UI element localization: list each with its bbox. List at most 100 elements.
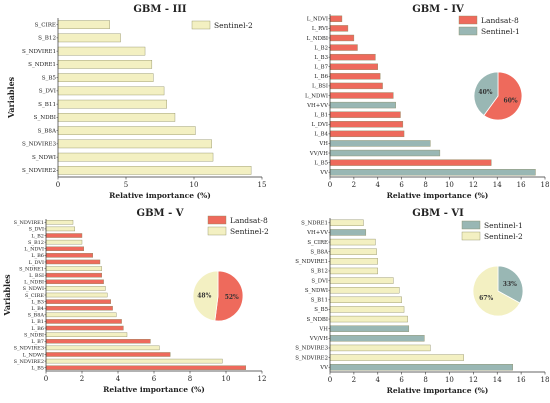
legend-swatch: [458, 26, 478, 36]
category-label: L_B7: [314, 65, 328, 71]
x-tick-label: 2: [352, 376, 356, 384]
x-tick-label: 18: [541, 181, 550, 189]
panel-title: GBM - III: [133, 4, 187, 15]
x-tick-label: 10: [222, 375, 231, 383]
bar: [45, 325, 124, 331]
category-label: L_B4: [314, 132, 328, 138]
category-label: L_DVI: [311, 122, 328, 128]
pie-slice: [472, 265, 521, 317]
bar: [45, 332, 128, 337]
category-label: L_NDVI: [24, 247, 44, 253]
category-label: VV/VH: [309, 336, 328, 342]
x-tick-label: 6: [399, 181, 404, 189]
category-label: L_B6: [31, 326, 44, 332]
bar: [45, 259, 101, 265]
panel-title: GBM - V: [137, 208, 184, 219]
category-label: S_B12: [311, 269, 328, 275]
x-tick-label: 18: [541, 376, 550, 384]
x-axis-label: Relative importance (%): [103, 385, 205, 394]
x-tick-label: 12: [469, 376, 478, 384]
chart-panel-gbm6: GBM - VI VV S_NDVIRE2 S_NDVIRE3 VV/VH VH S_NDB…: [295, 208, 549, 395]
pie-slice-label: 52%: [225, 294, 239, 301]
legend-swatch: [458, 15, 478, 25]
category-label: S_B8A: [38, 128, 57, 134]
bar: [329, 63, 378, 70]
category-label: L_DVI: [29, 260, 44, 266]
category-label: L_NDVI: [307, 17, 328, 23]
bar: [329, 354, 464, 361]
pie-slice-label: 60%: [504, 97, 518, 104]
bar: [329, 219, 364, 226]
bar: [57, 152, 214, 162]
category-label: S_NDVIRE1: [295, 259, 328, 265]
bar: [57, 46, 146, 56]
legend-swatch: [461, 220, 481, 230]
category-label: S_NDVIRE2: [14, 359, 44, 365]
category-label: VH: [318, 141, 328, 147]
x-tick-label: 8: [188, 375, 192, 383]
bar: [329, 73, 381, 80]
x-tick-label: 15: [258, 181, 267, 189]
category-label: S_B12: [38, 36, 56, 42]
category-label: S_NDWI: [23, 286, 44, 292]
category-label: VV/VH: [309, 151, 328, 157]
legend-label: Sentinel-2: [214, 21, 253, 30]
y-axis-label: Variables: [6, 76, 16, 119]
legend-swatch: [207, 215, 227, 225]
x-tick-label: 4: [376, 376, 381, 384]
chart-panel-gbm4: GBM - IV VV L_B5 VV/VH VH L_B4 L_DVI L_B1 VH+VV L…: [305, 4, 549, 200]
bar: [45, 239, 83, 245]
bar: [45, 339, 151, 344]
category-label: L_B2: [31, 233, 44, 239]
bar: [329, 121, 404, 128]
category-label: L_NDWI: [23, 352, 44, 358]
category-label: S_DVI: [29, 227, 44, 233]
bar: [329, 25, 349, 32]
category-label: S_NDVIRE3: [14, 346, 44, 352]
panel-title: GBM - IV: [412, 4, 464, 15]
category-label: S_CIRE: [25, 293, 44, 299]
bar: [329, 149, 441, 157]
pie-slice-label: 67%: [479, 295, 493, 302]
bar: [45, 292, 108, 298]
legend-label: Landsat-8: [230, 216, 268, 225]
category-label: L_B5: [314, 160, 328, 166]
bar: [329, 306, 405, 313]
category-label: S_NDVIRE1: [14, 220, 44, 226]
category-label: S_CIRE: [35, 22, 56, 28]
legend-swatch: [461, 231, 481, 241]
x-tick-label: 0: [44, 375, 48, 383]
bar: [329, 140, 431, 147]
bar: [329, 169, 536, 176]
bar: [45, 358, 223, 364]
category-label: S_NDVIRE1: [22, 49, 56, 55]
x-tick-label: 14: [493, 376, 502, 384]
category-label: L_B6: [314, 74, 328, 80]
bar: [329, 258, 378, 265]
bar: [45, 299, 112, 304]
category-label: L_NDBI: [24, 280, 44, 286]
category-label: S_NDWI: [32, 155, 56, 161]
x-tick-label: 8: [423, 376, 427, 384]
bar: [329, 82, 383, 90]
category-label: S_B8A: [310, 249, 328, 255]
bar: [57, 139, 212, 149]
bar: [329, 335, 425, 342]
category-label: S_NDRE1: [28, 62, 56, 68]
category-label: S_B5: [314, 307, 328, 313]
bar: [45, 352, 171, 357]
pie-slice-label: 48%: [197, 292, 211, 299]
bar: [329, 344, 431, 352]
category-label: L_B2: [314, 45, 328, 51]
bar: [45, 365, 247, 370]
category-label: L_NDBI: [307, 36, 328, 42]
category-label: S_NDVIRE2: [22, 168, 56, 174]
x-tick-label: 10: [445, 376, 454, 384]
bar: [45, 253, 93, 258]
category-label: L_B6: [31, 253, 44, 259]
pie-slice: [214, 270, 244, 322]
bar: [329, 111, 401, 118]
x-tick-label: 2: [80, 375, 84, 383]
category-label: L_B1: [31, 319, 44, 325]
